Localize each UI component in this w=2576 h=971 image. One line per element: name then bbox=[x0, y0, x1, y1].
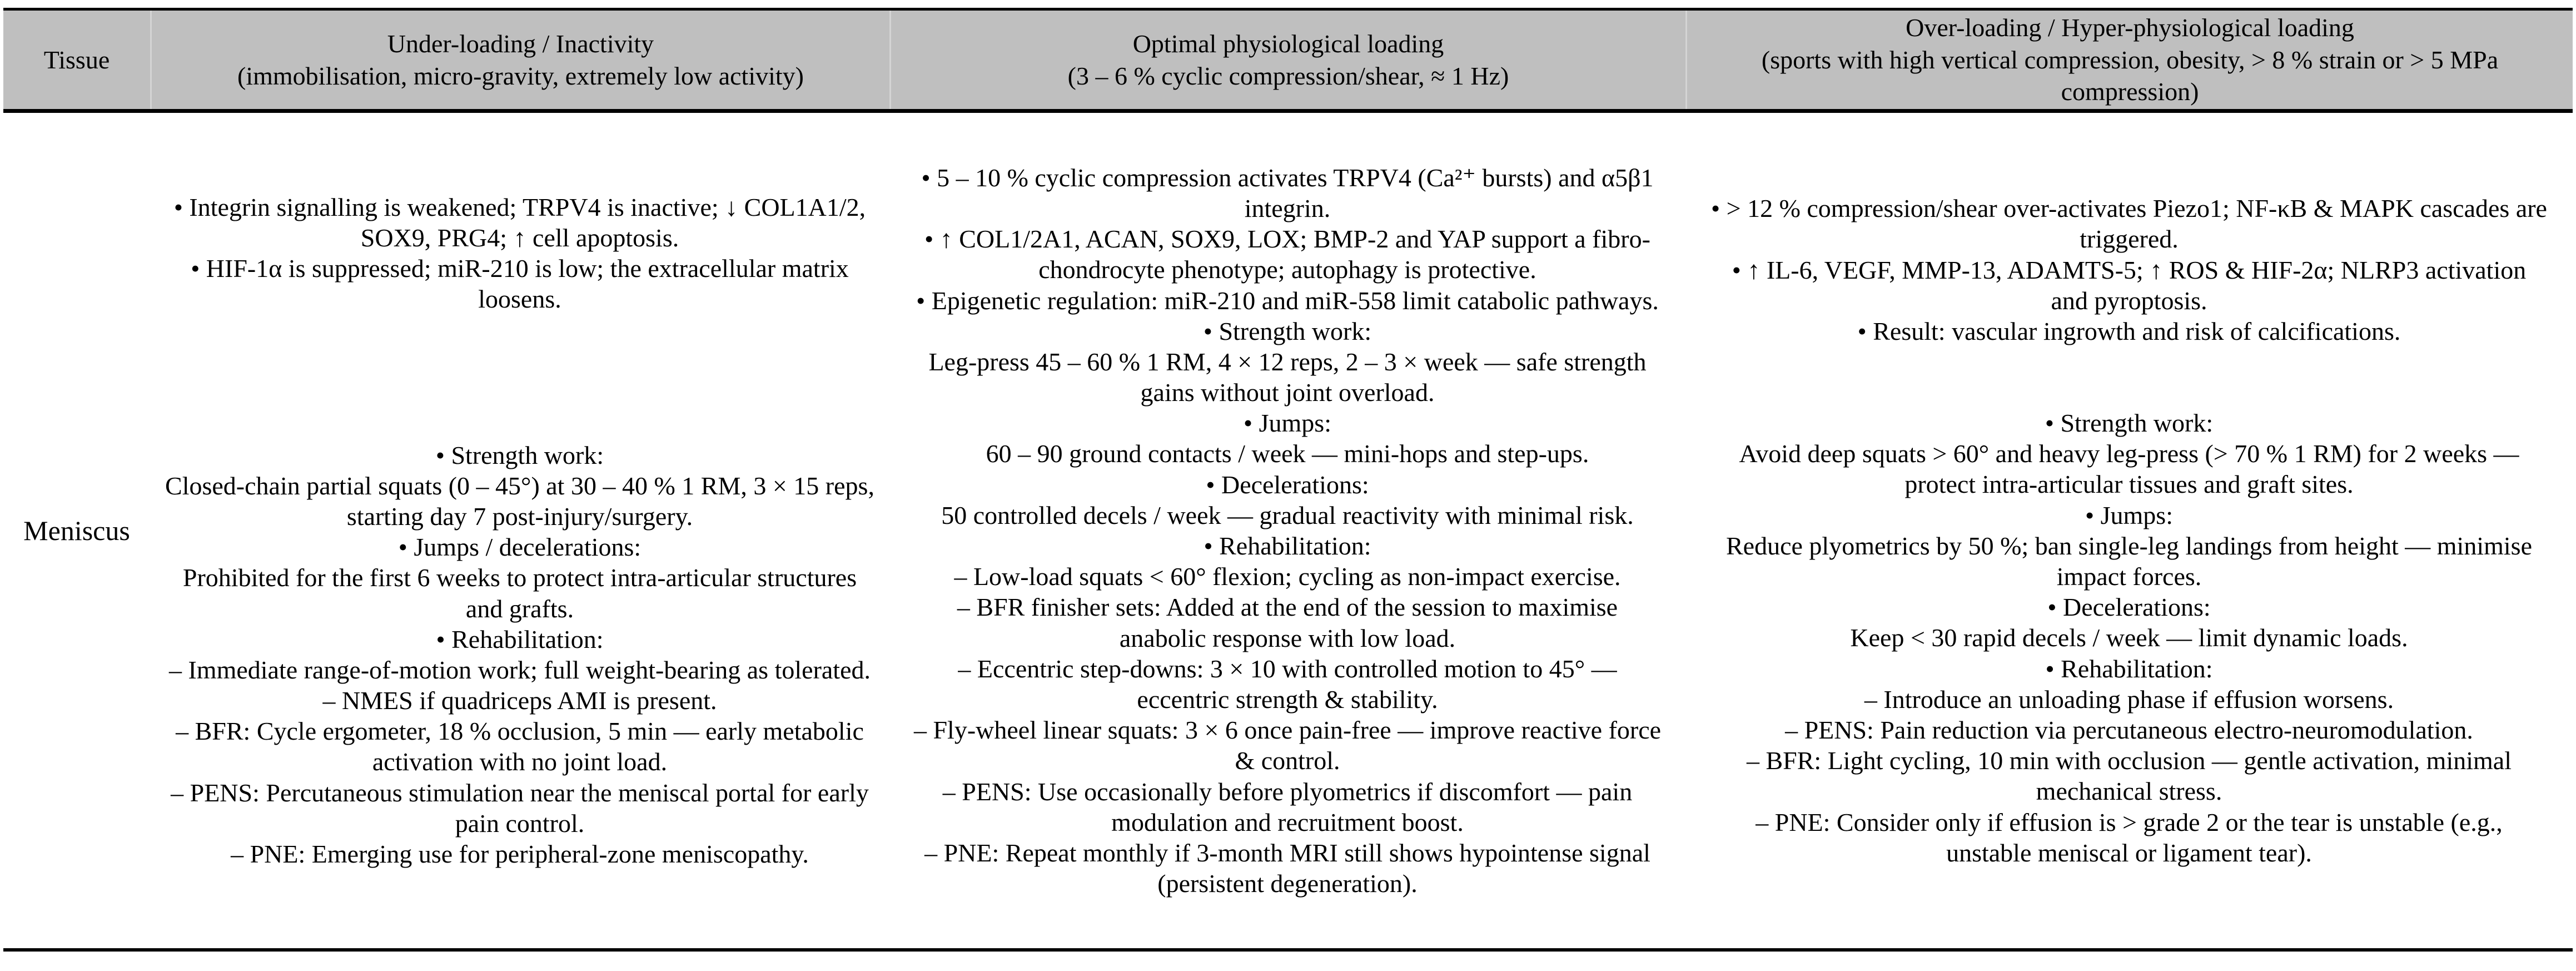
underloading-program-item: – NMES if quadriceps AMI is present. bbox=[322, 686, 717, 715]
overloading-program-item: – BFR: Light cycling, 10 min with occlus… bbox=[1746, 746, 2512, 806]
optimal-item: – Low-load squats < 60° flexion; cycling… bbox=[954, 562, 1621, 591]
overloading-program-item: Avoid deep squats > 60° and heavy leg-pr… bbox=[1739, 439, 2519, 499]
cell-underloading: • Integrin signalling is weakened; TRPV4… bbox=[150, 113, 889, 948]
overloading-program-item: • Jumps: bbox=[2085, 501, 2173, 529]
underloading-program-item: – Immediate range-of-motion work; full w… bbox=[168, 655, 871, 684]
table-bottom-rule bbox=[3, 948, 2573, 952]
underloading-program-item: • Jumps / decelerations: bbox=[398, 533, 641, 562]
underloading-program-item: Prohibited for the first 6 weeks to prot… bbox=[182, 563, 857, 623]
optimal-item: – BFR finisher sets: Added at the end of… bbox=[957, 593, 1618, 652]
optimal-item: – Fly-wheel linear squats: 3 × 6 once pa… bbox=[913, 716, 1662, 775]
overloading-program-item: • Strength work: bbox=[2045, 409, 2214, 438]
overloading-mechanism: • > 12 % compression/shear over-activate… bbox=[1711, 194, 2547, 254]
header-cell-optimal: Optimal physiological loading (3 – 6 % c… bbox=[889, 11, 1685, 109]
optimal-item: • Decelerations: bbox=[1206, 470, 1369, 499]
optimal-item: • 5 – 10 % cyclic compression activates … bbox=[921, 163, 1654, 222]
underloading-program-item: – BFR: Cycle ergometer, 18 % occlusion, … bbox=[176, 717, 864, 776]
header-overloading-title: Over-loading / Hyper-physiological loadi… bbox=[1906, 13, 2354, 42]
header-cell-overloading: Over-loading / Hyper-physiological loadi… bbox=[1685, 11, 2573, 109]
overloading-program-item: Keep < 30 rapid decels / week — limit dy… bbox=[1850, 623, 2408, 652]
cell-optimal-loading: • 5 – 10 % cyclic compression activates … bbox=[889, 113, 1685, 948]
optimal-item: Leg-press 45 – 60 % 1 RM, 4 × 12 reps, 2… bbox=[928, 347, 1647, 407]
tissue-name: Meniscus bbox=[23, 515, 130, 546]
header-cell-underloading: Under-loading / Inactivity (immobilisati… bbox=[150, 11, 889, 109]
table-row-meniscus: Meniscus • Integrin signalling is weaken… bbox=[3, 113, 2573, 948]
underloading-section-spacer bbox=[165, 315, 875, 440]
optimal-item: • Rehabilitation: bbox=[1204, 532, 1371, 560]
optimal-item: – PNE: Repeat monthly if 3-month MRI sti… bbox=[924, 838, 1650, 898]
underloading-program-item: – PNE: Emerging use for peripheral-zone … bbox=[231, 840, 809, 868]
optimal-item: – PENS: Use occasionally before plyometr… bbox=[942, 777, 1633, 836]
header-underloading-title: Under-loading / Inactivity bbox=[387, 29, 654, 58]
header-optimal-subtitle: (3 – 6 % cyclic compression/shear, ≈ 1 H… bbox=[1067, 61, 1509, 90]
header-optimal-title: Optimal physiological loading bbox=[1132, 29, 1444, 58]
optimal-item: • ↑ COL1/2A1, ACAN, SOX9, LOX; BMP-2 and… bbox=[924, 225, 1650, 284]
tissue-loading-table: Tissue Under-loading / Inactivity (immob… bbox=[3, 8, 2573, 952]
overloading-mechanism: • Result: vascular ingrowth and risk of … bbox=[1857, 316, 2401, 345]
overloading-program-item: Reduce plyometrics by 50 %; ban single-l… bbox=[1725, 531, 2532, 591]
underloading-program-item: • Rehabilitation: bbox=[436, 625, 604, 653]
optimal-item: • Jumps: bbox=[1244, 409, 1331, 438]
table-header-row: Tissue Under-loading / Inactivity (immob… bbox=[3, 11, 2573, 109]
header-cell-tissue: Tissue bbox=[3, 11, 150, 109]
underloading-program-item: • Strength work: bbox=[435, 440, 604, 469]
optimal-item: 60 – 90 ground contacts / week — mini-ho… bbox=[986, 439, 1589, 468]
table-top-rule bbox=[3, 8, 2573, 11]
optimal-item: • Strength work: bbox=[1203, 316, 1372, 345]
overloading-program-item: – Introduce an unloading phase if effusi… bbox=[1864, 685, 2394, 714]
optimal-item: 50 controlled decels / week — gradual re… bbox=[941, 501, 1634, 529]
underloading-mechanism: • HIF-1α is suppressed; miR-210 is low; … bbox=[191, 254, 849, 314]
overloading-program-item: – PNE: Consider only if effusion is > gr… bbox=[1756, 807, 2503, 867]
header-overloading-subtitle: (sports with high vertical compression, … bbox=[1761, 45, 2499, 106]
header-tissue-label: Tissue bbox=[43, 45, 110, 74]
header-underloading-subtitle: (immobilisation, micro-gravity, extremel… bbox=[237, 61, 804, 90]
cell-overloading: • > 12 % compression/shear over-activate… bbox=[1685, 113, 2573, 948]
overloading-program-item: • Decelerations: bbox=[2047, 593, 2211, 622]
underloading-mechanism: • Integrin signalling is weakened; TRPV4… bbox=[173, 192, 866, 252]
overloading-section-spacer bbox=[1711, 346, 2547, 408]
table-header-rule bbox=[3, 109, 2573, 113]
optimal-item: • Epigenetic regulation: miR-210 and miR… bbox=[916, 286, 1659, 315]
cell-tissue-name: Meniscus bbox=[3, 113, 150, 948]
optimal-item: – Eccentric step-downs: 3 × 10 with cont… bbox=[958, 654, 1617, 714]
overloading-program-item: – PENS: Pain reduction via percutaneous … bbox=[1785, 715, 2473, 744]
overloading-program-item: • Rehabilitation: bbox=[2045, 654, 2213, 683]
underloading-program-item: – PENS: Percutaneous stimulation near th… bbox=[171, 778, 869, 838]
underloading-program-item: Closed-chain partial squats (0 – 45°) at… bbox=[165, 471, 874, 531]
tissue-loading-table-page: Tissue Under-loading / Inactivity (immob… bbox=[0, 8, 2576, 971]
overloading-mechanism: • ↑ IL-6, VEGF, MMP-13, ADAMTS-5; ↑ ROS … bbox=[1732, 255, 2527, 315]
